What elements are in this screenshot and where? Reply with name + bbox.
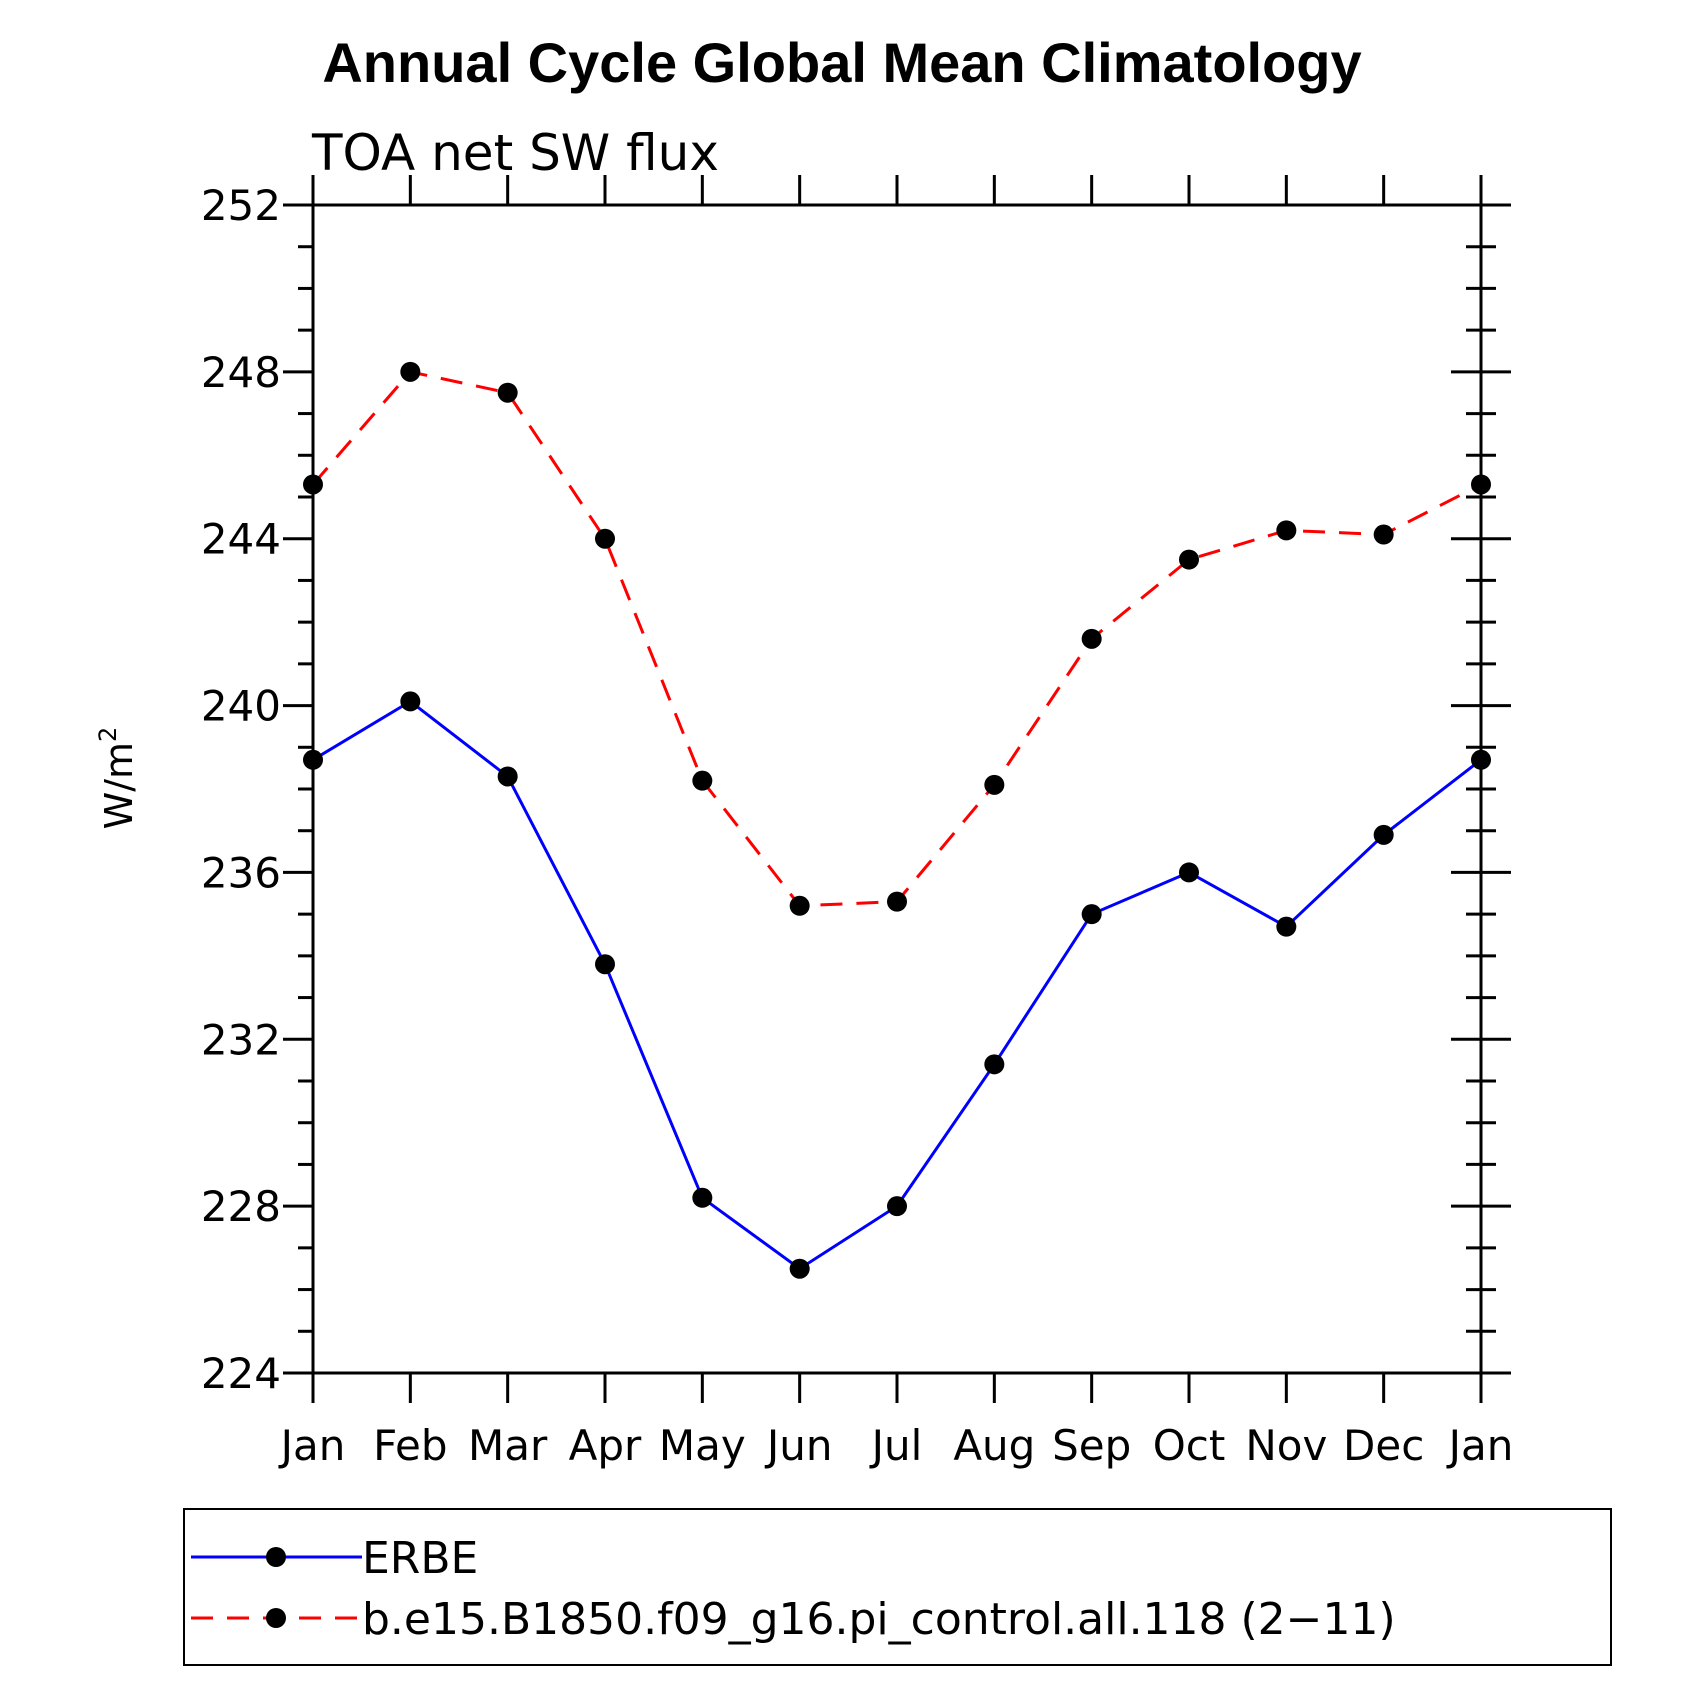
data-point	[1179, 862, 1199, 883]
svg-text:W/m2: W/m2	[94, 727, 141, 830]
data-point	[1373, 824, 1394, 845]
legend-item-2: b.e15.B1850.f09_g16.pi_control.all.118 (…	[191, 1594, 1396, 1645]
data-point	[497, 382, 518, 403]
series-2	[303, 361, 1491, 916]
data-point	[303, 749, 323, 770]
x-tick-label: Jan	[278, 1421, 346, 1470]
y-axis-title: W/m2	[94, 727, 141, 830]
y-tick-label: 224	[201, 1349, 281, 1398]
data-point	[595, 528, 615, 549]
y-axis-label-superscript: 2	[94, 727, 122, 742]
y-tick-label: 228	[201, 1182, 281, 1231]
data-point	[1276, 520, 1297, 541]
legend-item-1: ERBE	[191, 1533, 478, 1584]
y-tick-label: 232	[201, 1015, 281, 1064]
x-axis-tick-labels: Jan Feb Mar Apr May Jun Jul Aug Sep Oct Nov Dec Jan	[278, 1421, 1514, 1470]
series-layer	[303, 361, 1491, 1279]
x-tick-label: Jan	[1446, 1421, 1514, 1470]
x-tick-label: Sep	[1052, 1421, 1131, 1470]
data-point	[789, 1258, 810, 1279]
y-tick-label: 236	[201, 848, 281, 897]
chart-title: Annual Cycle Global Mean Climatology	[322, 31, 1361, 94]
data-point	[400, 691, 421, 712]
x-tick-label: Jun	[764, 1421, 833, 1470]
data-point	[1276, 916, 1297, 937]
x-tick-label: Aug	[953, 1421, 1035, 1470]
data-point	[887, 1196, 907, 1217]
data-point	[692, 770, 713, 791]
data-point	[1179, 549, 1199, 570]
y-tick-label: 252	[201, 181, 281, 230]
y-axis-tick-labels: 224 228 232 236 240 244 248 252	[201, 181, 281, 1398]
x-tick-label: Feb	[373, 1421, 447, 1470]
data-point	[400, 361, 421, 382]
y-axis-label: W/m	[97, 742, 141, 829]
x-tick-label: Oct	[1153, 1421, 1226, 1470]
data-point	[1081, 904, 1102, 925]
legend-box	[183, 1508, 1612, 1666]
x-tick-label: Dec	[1343, 1421, 1424, 1470]
data-point	[984, 1054, 1005, 1075]
series-line	[311, 370, 1482, 908]
x-tick-label: Mar	[468, 1421, 548, 1470]
chart-subtitle: TOA net SW flux	[311, 124, 719, 182]
series-1	[303, 691, 1491, 1279]
y-tick-label: 248	[201, 348, 281, 397]
data-point	[497, 766, 518, 787]
data-point	[789, 895, 810, 916]
x-tick-label: Nov	[1245, 1421, 1327, 1470]
x-tick-label: May	[659, 1421, 746, 1470]
data-point	[887, 891, 907, 912]
axis-ticks	[283, 175, 1511, 1403]
y-tick-label: 244	[201, 515, 281, 564]
data-point	[1081, 628, 1102, 649]
legend-marker	[266, 1547, 286, 1567]
legend: ERBE b.e15.B1850.f09_g16.pi_control.all.1…	[191, 1533, 1396, 1645]
data-point	[692, 1187, 713, 1208]
data-point	[595, 954, 615, 975]
data-point	[1471, 749, 1491, 770]
y-tick-label: 240	[201, 682, 281, 731]
legend-label: ERBE	[362, 1533, 478, 1584]
series-line	[312, 699, 1482, 1271]
x-tick-label: Jul	[869, 1421, 923, 1470]
data-point	[1373, 524, 1394, 545]
legend-label: b.e15.B1850.f09_g16.pi_control.all.118 (…	[362, 1594, 1396, 1645]
legend-marker	[266, 1608, 286, 1628]
data-point	[303, 474, 323, 495]
data-point	[984, 774, 1005, 795]
x-tick-label: Apr	[569, 1421, 642, 1470]
data-point	[1471, 474, 1491, 495]
